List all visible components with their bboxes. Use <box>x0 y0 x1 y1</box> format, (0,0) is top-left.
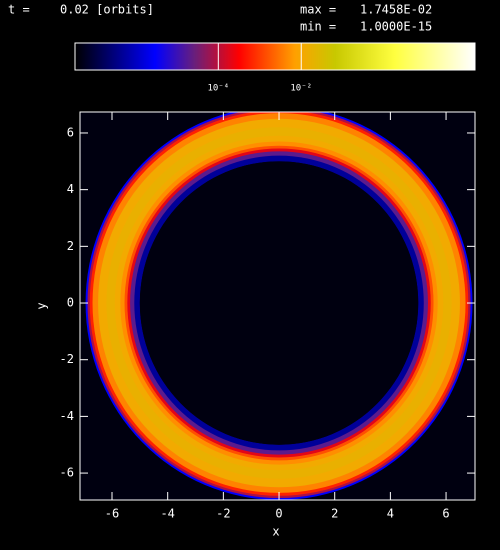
max-value: 1.7458E-02 <box>360 3 432 17</box>
x-tick-label: -2 <box>216 507 230 521</box>
y-tick-label: -6 <box>60 466 74 480</box>
colorbar <box>74 42 476 71</box>
time-value: 0.02 [orbits] <box>60 3 154 17</box>
x-tick-label: 2 <box>331 507 338 521</box>
ring-inner <box>139 161 419 445</box>
x-tick-label: 0 <box>275 507 282 521</box>
y-axis-label: y <box>35 302 49 309</box>
y-tick-label: -4 <box>60 409 74 423</box>
min-label: min = <box>300 20 336 34</box>
y-tick-label: 4 <box>67 182 74 196</box>
y-tick-label: 0 <box>67 296 74 310</box>
colorbar-tick-label: 10⁻⁴ <box>207 84 229 94</box>
y-tick-label: 6 <box>67 125 74 139</box>
y-tick-label: -2 <box>60 352 74 366</box>
x-tick-label: -6 <box>105 507 119 521</box>
min-value: 1.0000E-15 <box>360 20 432 34</box>
image <box>85 112 473 500</box>
time-label: t = <box>8 3 30 17</box>
x-tick-label: 6 <box>442 507 449 521</box>
x-tick-label: -4 <box>160 507 174 521</box>
plot-frame <box>79 111 476 501</box>
max-label: max = <box>300 3 336 17</box>
y-tick-label: 2 <box>67 239 74 253</box>
colorbar-tick-label: 10⁻² <box>290 84 312 94</box>
x-tick-label: 4 <box>387 507 394 521</box>
x-axis-label: x <box>272 525 279 539</box>
